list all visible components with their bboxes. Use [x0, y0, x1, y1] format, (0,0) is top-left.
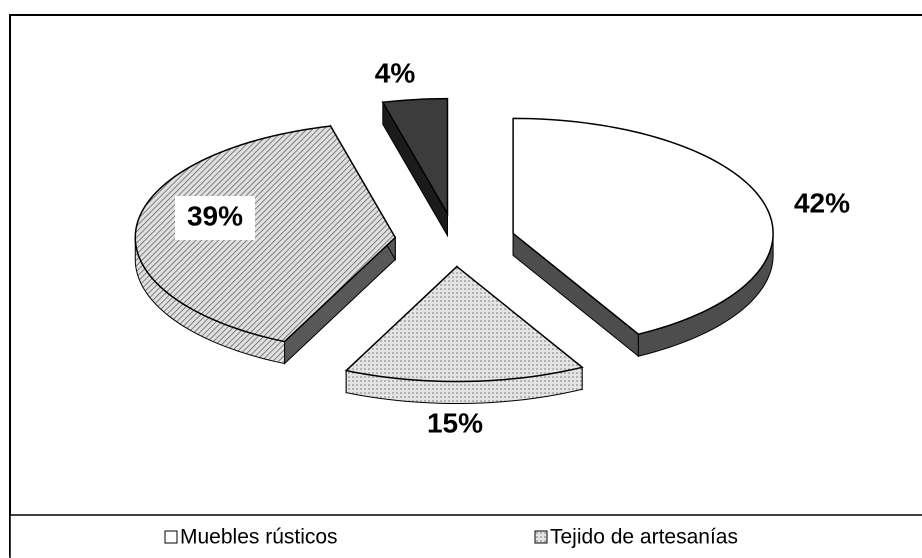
data-label: 15%: [427, 407, 483, 438]
slice: [134, 125, 397, 343]
legend-swatch: [164, 530, 178, 544]
data-label: 39%: [187, 200, 243, 231]
legend-label: Muebles rústicos: [180, 526, 338, 549]
slice: [512, 117, 774, 335]
label-box: [175, 196, 255, 240]
slice: [381, 97, 449, 217]
legend-box: [9, 514, 922, 558]
legend-swatch: [534, 530, 548, 544]
slice: [344, 265, 584, 383]
data-label: 4%: [375, 57, 416, 88]
legend-label: Tejido de artesanías: [550, 526, 738, 549]
data-label: 42%: [794, 187, 850, 218]
